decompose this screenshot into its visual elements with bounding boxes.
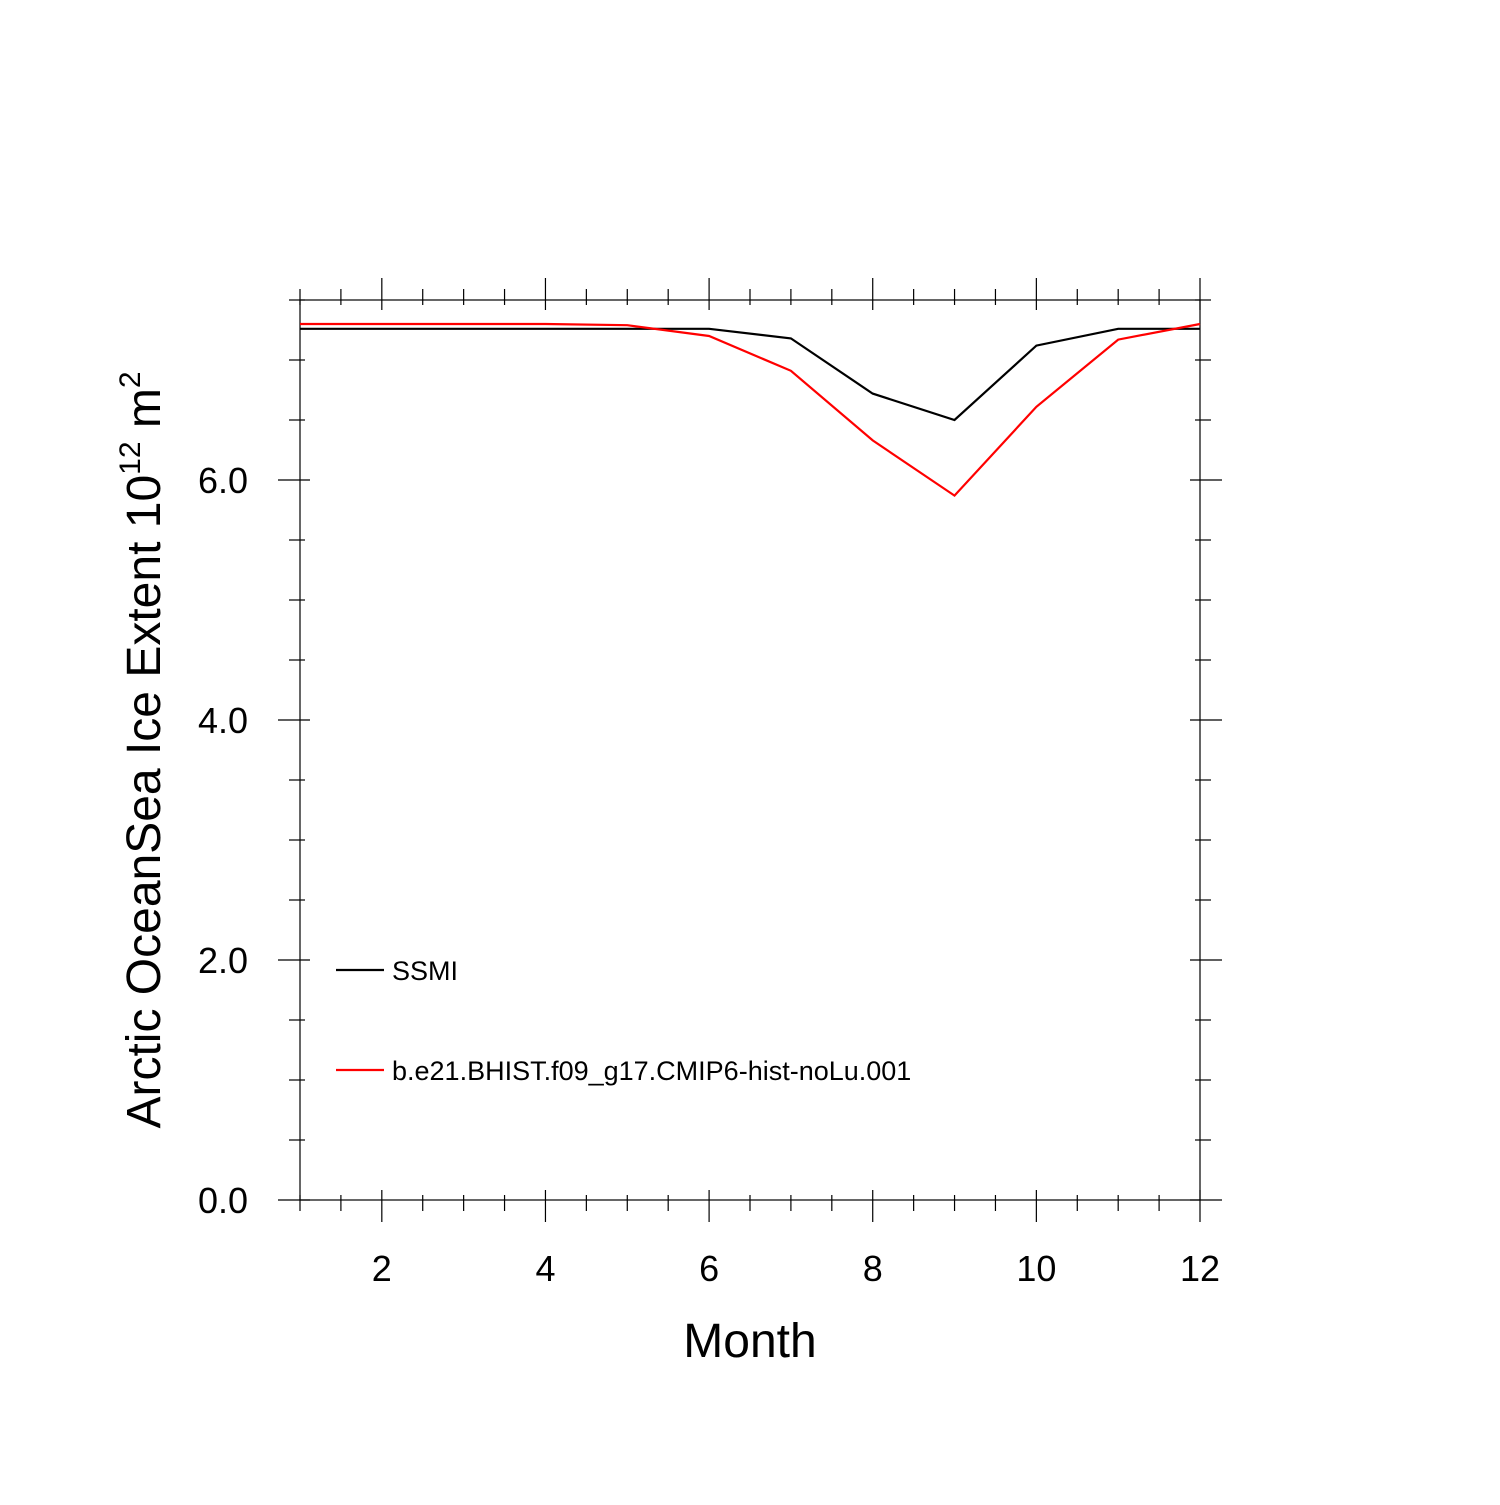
x-tick-labels: 2 4 6 8 10 12	[372, 1248, 1220, 1289]
x-tick-label: 8	[863, 1248, 883, 1289]
legend: SSMI b.e21.BHIST.f09_g17.CMIP6-hist-noLu.…	[336, 956, 911, 1086]
y-tick-labels: 0.0 2.0 4.0 6.0	[198, 460, 248, 1221]
y-tick-label: 6.0	[198, 460, 248, 501]
y-axis-title-unit-exponent: 2	[114, 371, 147, 388]
x-tick-label: 2	[372, 1248, 392, 1289]
x-axis-title: Month	[683, 1315, 816, 1368]
y-tick-label: 0.0	[198, 1180, 248, 1221]
y-tick-label: 2.0	[198, 940, 248, 981]
series-line-1	[300, 327, 1200, 422]
y-axis-title: Arctic OceanSea Ice Extent 1012 m2	[114, 371, 171, 1128]
y-axis-title-unit: m	[118, 388, 171, 428]
series-line-2	[300, 322, 1201, 498]
legend-label: b.e21.BHIST.f09_g17.CMIP6-hist-noLu.001	[392, 1056, 911, 1086]
x-tick-label: 6	[699, 1248, 719, 1289]
x-tick-label: 4	[535, 1248, 555, 1289]
series-lines	[300, 322, 1201, 498]
x-tick-label: 10	[1016, 1248, 1056, 1289]
y-axis-title-text: Arctic OceanSea Ice Extent 10	[118, 475, 171, 1129]
y-axis-title-exponent: 12	[114, 441, 147, 474]
x-tick-label: 12	[1180, 1248, 1220, 1289]
tick-marks	[278, 278, 1222, 1222]
legend-label: SSMI	[392, 956, 458, 986]
y-tick-label: 4.0	[198, 700, 248, 741]
